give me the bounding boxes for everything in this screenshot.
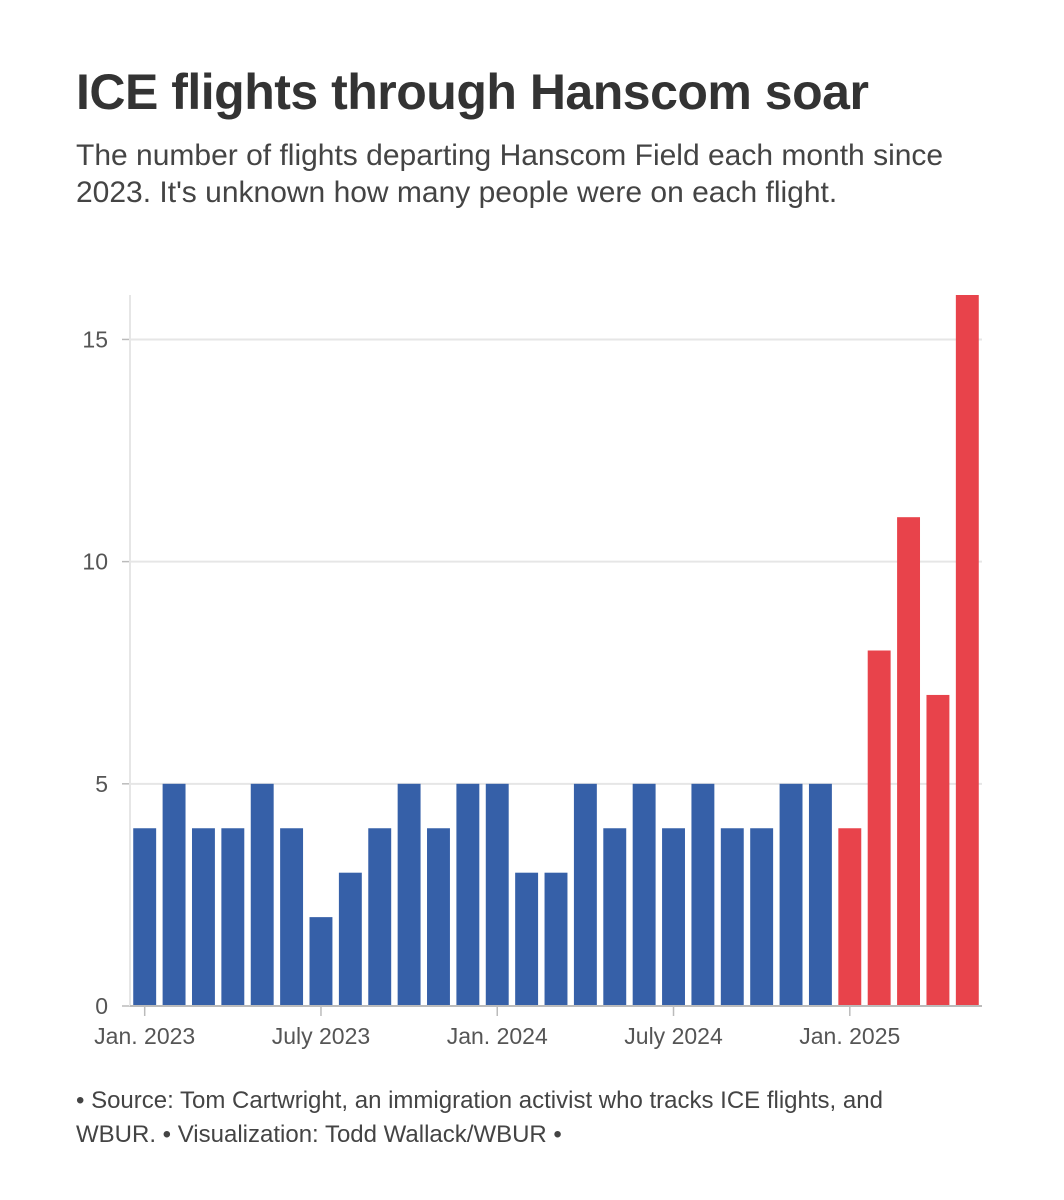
- bar-aug-2024: [691, 783, 715, 1006]
- bar-sep-2024: [720, 828, 744, 1006]
- bar-apr-2023: [221, 828, 245, 1006]
- bar-dec-2023: [456, 783, 480, 1006]
- bar-mar-2024: [544, 872, 568, 1006]
- bar-feb-2023: [162, 783, 186, 1006]
- bar-mar-2023: [191, 828, 215, 1006]
- y-tick-label: 0: [95, 993, 108, 1019]
- x-tick-label: July 2024: [624, 1023, 723, 1049]
- y-tick-label: 5: [95, 771, 108, 797]
- axes: 0 5 10 15 Jan. 2023 July 2023 Jan. 2024 July 20…: [82, 295, 982, 1049]
- bar-jun-2024: [632, 783, 656, 1006]
- bar-apr-2025: [926, 694, 950, 1006]
- bar-jan-2025: [838, 828, 862, 1006]
- x-tick-label: Jan. 2023: [94, 1023, 195, 1049]
- bar-jun-2023: [280, 828, 304, 1006]
- bar-chart: 0 5 10 15 Jan. 2023 July 2023 Jan. 2024 July 20…: [82, 295, 982, 1049]
- bar-jan-2024: [485, 783, 509, 1006]
- bar-dec-2024: [808, 783, 832, 1006]
- bar-may-2025: [955, 295, 979, 1006]
- gridlines: [130, 338, 982, 785]
- bar-jan-2023: [133, 828, 157, 1006]
- chart-subtitle: The number of flights departing Hanscom …: [76, 139, 944, 209]
- bar-nov-2023: [427, 828, 450, 1006]
- bar-apr-2024: [573, 783, 597, 1006]
- bar-jul-2024: [662, 828, 685, 1006]
- x-tick-label: July 2023: [272, 1023, 370, 1049]
- chart-title: ICE flights through Hanscom soar: [76, 64, 869, 120]
- bar-oct-2024: [750, 828, 774, 1006]
- y-tick-label: 15: [82, 326, 108, 352]
- x-tick-label: Jan. 2025: [799, 1023, 900, 1049]
- bar-sep-2023: [368, 828, 392, 1006]
- bar-aug-2023: [338, 872, 362, 1006]
- bar-may-2024: [603, 828, 627, 1006]
- bar-mar-2025: [897, 517, 921, 1006]
- x-tick-label: Jan. 2024: [447, 1023, 548, 1049]
- bar-jul-2023: [309, 917, 333, 1007]
- y-tick-label: 10: [82, 549, 108, 575]
- bar-feb-2024: [515, 872, 539, 1006]
- bars: [133, 295, 979, 1007]
- source-note: • Source: Tom Cartwright, an immigration…: [76, 1087, 883, 1148]
- bar-nov-2024: [779, 783, 803, 1006]
- bar-oct-2023: [397, 783, 421, 1006]
- bar-may-2023: [250, 783, 274, 1006]
- bar-feb-2025: [867, 650, 891, 1006]
